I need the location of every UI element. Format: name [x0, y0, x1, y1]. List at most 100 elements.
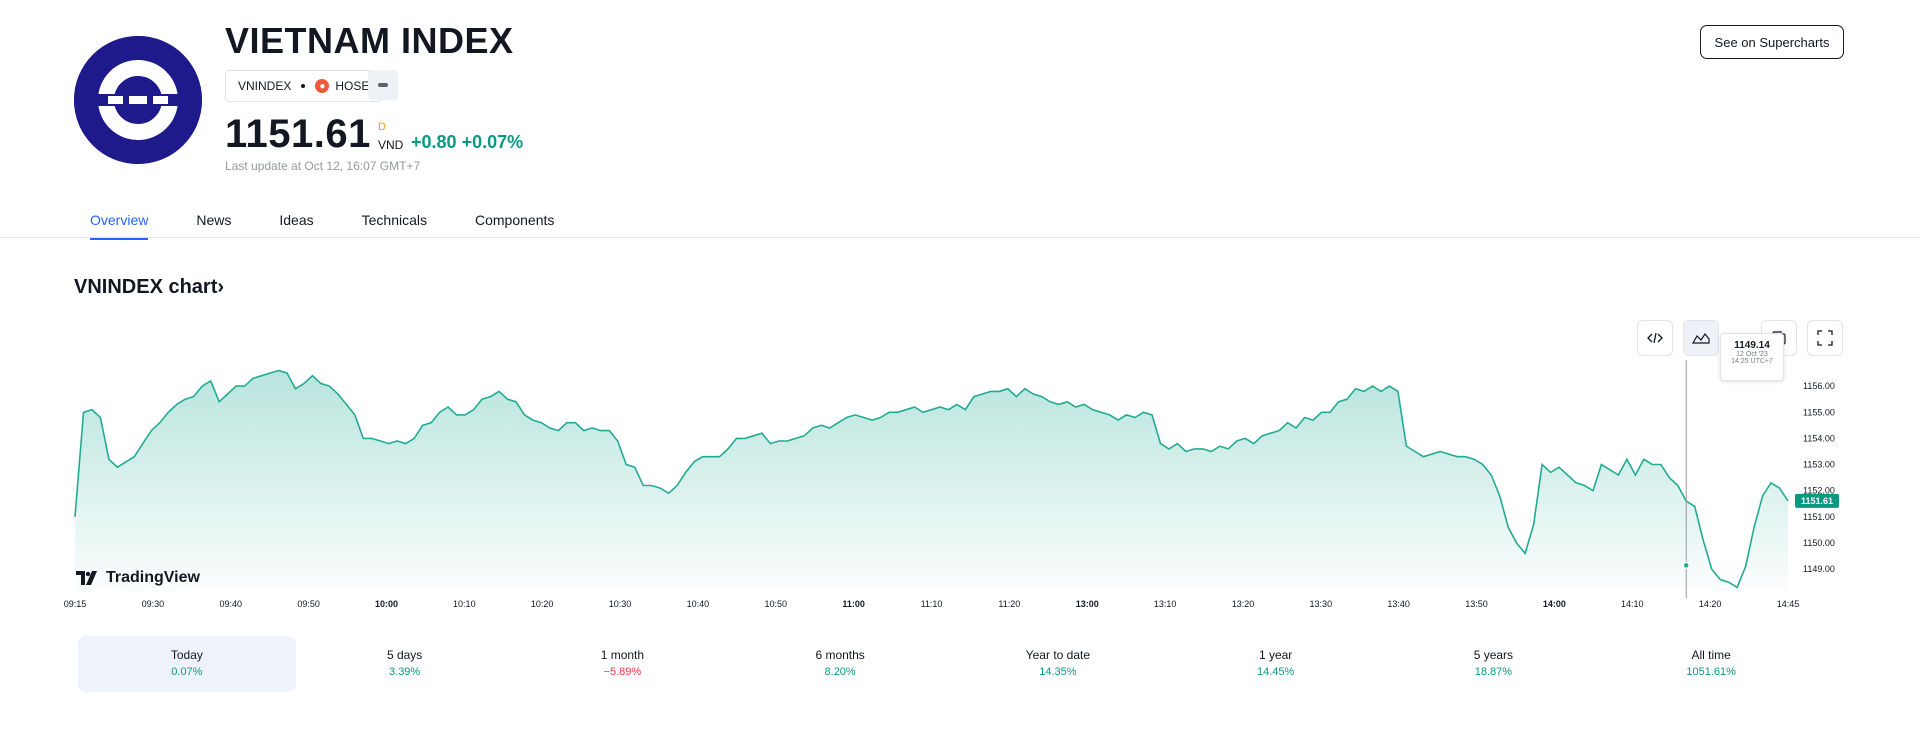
tab-bar: Overview News Ideas Technicals Component…	[90, 212, 554, 240]
tab-ideas[interactable]: Ideas	[279, 212, 314, 228]
crosshair-point	[1682, 561, 1690, 570]
tab-components[interactable]: Components	[475, 212, 555, 228]
period-year-to-date[interactable]: Year to date 14.35%	[949, 636, 1167, 692]
x-axis-label: 11:20	[998, 599, 1020, 609]
period-value: 14.45%	[1256, 666, 1295, 678]
change-value: +0.80	[411, 132, 457, 152]
price-line	[74, 369, 1789, 589]
x-axis-label: 10:10	[453, 599, 476, 609]
x-axis-label: 13:30	[1310, 599, 1333, 609]
tab-news[interactable]: News	[196, 212, 232, 228]
x-axis-label: 13:10	[1154, 599, 1177, 609]
see-on-supercharts-button[interactable]: See on Supercharts	[1700, 25, 1844, 59]
vnindex-logo-icon	[74, 36, 202, 164]
symbol-exchange-chip[interactable]: VNINDEX ● HOSE	[225, 70, 383, 102]
x-axis-label: 14:00	[1543, 599, 1566, 609]
period-all-time[interactable]: All time 1051.61%	[1602, 636, 1820, 692]
price-area-fill	[75, 370, 1788, 590]
chart-title: VNINDEX chart	[74, 276, 218, 298]
period-label: 5 days	[386, 648, 423, 662]
x-axis-label: 09:15	[64, 599, 87, 609]
tab-overview[interactable]: Overview	[90, 212, 149, 240]
price-flag: D	[378, 121, 386, 133]
code-icon	[1647, 332, 1663, 344]
x-axis-label: 14:20	[1699, 599, 1722, 609]
y-axis-label: 1153.00	[1803, 460, 1835, 470]
chart-style-button[interactable]	[1683, 320, 1719, 356]
period-value: 1051.61%	[1686, 666, 1736, 678]
current-price-badge	[1795, 493, 1839, 508]
embed-button[interactable]	[1637, 320, 1673, 356]
vnindex-logo	[74, 36, 202, 164]
fullscreen-button[interactable]	[1807, 320, 1843, 356]
symbol-label: VNINDEX	[238, 79, 292, 93]
tooltip-time: 14:25 UTC+7	[1731, 358, 1773, 365]
period-value: 14.35%	[1039, 666, 1077, 678]
price-change: +0.80 +0.07%	[411, 132, 523, 153]
period-label: Year to date	[1025, 648, 1091, 662]
x-axis-label: 14:45	[1777, 599, 1800, 609]
x-axis-label: 11:00	[842, 599, 865, 609]
x-axis-label: 10:20	[531, 599, 554, 609]
period-value: 3.39%	[389, 666, 421, 678]
exchange-flag-icon: ●	[315, 79, 330, 93]
x-axis-label: 10:40	[687, 599, 710, 609]
y-axis-label: 1150.00	[1803, 538, 1835, 548]
y-axis-label: 1154.00	[1803, 433, 1835, 443]
area-chart-icon	[1692, 332, 1710, 344]
x-axis-label: 09:40	[219, 599, 242, 609]
fullscreen-icon	[1817, 330, 1833, 346]
tooltip-date: 12 Oct '23	[1736, 351, 1768, 358]
y-axis-label: 1151.00	[1803, 512, 1835, 522]
crosshair-tooltip: 1149.14 12 Oct '23 14:25 UTC+7	[1720, 333, 1784, 381]
x-axis-label: 13:00	[1076, 599, 1099, 609]
price-currency: VND	[378, 138, 404, 152]
x-axis-label: 10:50	[765, 599, 788, 609]
period-today[interactable]: Today 0.07%	[78, 636, 296, 692]
page-title: VIETNAM INDEX	[225, 20, 514, 61]
period-label: Today	[170, 648, 203, 662]
period-value: 0.07%	[171, 666, 203, 678]
y-axis-label: 1155.00	[1803, 407, 1835, 417]
exchange-label: HOSE	[335, 79, 370, 93]
performance-periods: Today 0.07% 5 days 3.39% 1 month −5.89% 6 m…	[78, 636, 1820, 692]
y-axis-label: 1156.00	[1803, 381, 1835, 391]
period-6-months[interactable]: 6 months 8.20%	[731, 636, 949, 692]
x-axis-label: 09:50	[297, 599, 320, 609]
period-label: 5 years	[1473, 648, 1514, 662]
period-label: 6 months	[815, 648, 865, 662]
x-axis-label: 09:30	[142, 599, 165, 609]
tab-technicals[interactable]: Technicals	[361, 212, 427, 228]
period-1-month[interactable]: 1 month −5.89%	[514, 636, 732, 692]
tooltip-value: 1149.14	[1734, 340, 1770, 351]
period-value: 18.87%	[1474, 666, 1513, 678]
tradingview-brand[interactable]: TradingView	[76, 569, 200, 587]
tradingview-label: TradingView	[106, 569, 200, 586]
change-percent: +0.07%	[461, 132, 524, 152]
chart-title-link[interactable]: VNINDEX chart›	[74, 276, 224, 299]
price-chart[interactable]: 1156.001155.001154.001153.001152.001151.…	[0, 360, 1920, 620]
period-5-years[interactable]: 5 years 18.87%	[1385, 636, 1603, 692]
period-1-year[interactable]: 1 year 14.45%	[1167, 636, 1385, 692]
current-price-label: 1151.61	[1801, 496, 1833, 506]
x-axis-label: 13:20	[1232, 599, 1255, 609]
x-axis-label: 10:30	[609, 599, 632, 609]
collapse-button[interactable]	[368, 70, 398, 100]
separator-dot	[301, 84, 306, 88]
x-axis-label: 11:10	[921, 599, 943, 609]
period-label: 1 month	[600, 648, 645, 662]
y-axis-label: 1149.00	[1803, 564, 1835, 574]
period-value: 8.20%	[824, 666, 856, 678]
minus-icon	[378, 83, 388, 87]
x-axis-label: 13:50	[1465, 599, 1488, 609]
price-value: 1151.61	[225, 112, 371, 156]
period-value: −5.89%	[603, 666, 642, 678]
tab-divider	[0, 237, 1920, 238]
tradingview-logo-icon	[76, 571, 97, 585]
x-axis-label: 13:40	[1387, 599, 1410, 609]
last-update: Last update at Oct 12, 16:07 GMT+7	[225, 159, 421, 173]
period-label: All time	[1691, 648, 1731, 662]
x-axis-label: 14:10	[1621, 599, 1644, 609]
x-axis-label: 10:00	[375, 599, 398, 609]
period-5-days[interactable]: 5 days 3.39%	[296, 636, 514, 692]
